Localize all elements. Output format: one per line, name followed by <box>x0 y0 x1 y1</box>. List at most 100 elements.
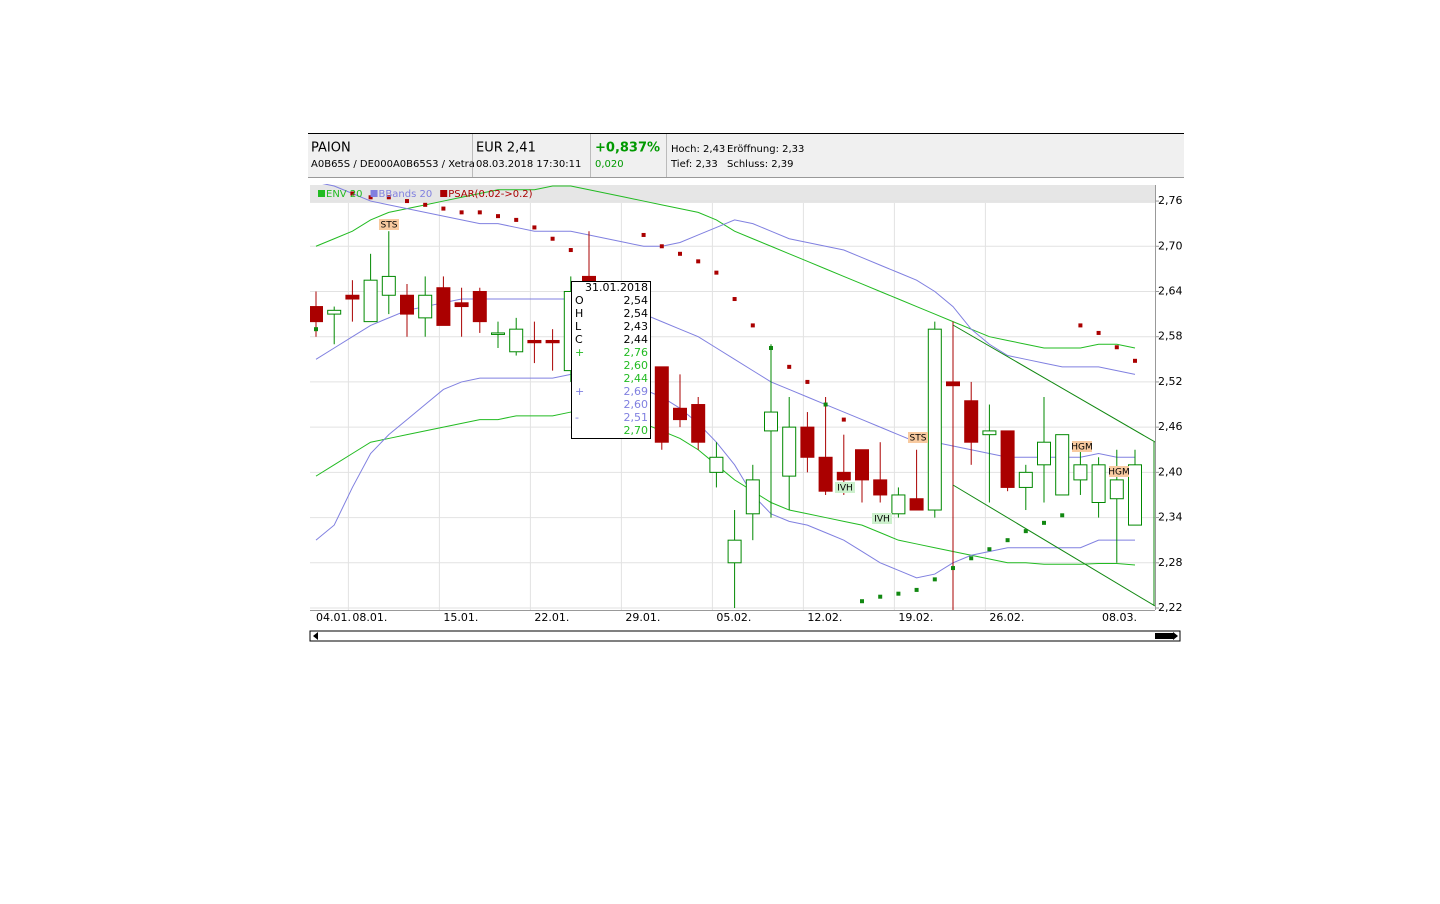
candle-body <box>654 366 669 443</box>
psar-dot <box>841 417 846 422</box>
candle-body <box>727 539 742 564</box>
psar-dot <box>805 379 810 384</box>
psar-dot <box>1060 513 1065 518</box>
tooltip-value: 2,76 <box>624 346 649 359</box>
x-tick-label: 22.01. <box>534 611 569 624</box>
stat: Schluss: 2,39 <box>727 159 794 170</box>
candle-body <box>782 426 797 477</box>
psar-dot <box>987 547 992 552</box>
psar-dot <box>860 599 864 604</box>
change-pct: +0,837% <box>595 141 660 156</box>
tooltip-value: 2,60 <box>624 398 649 411</box>
indicator-line <box>315 373 1135 579</box>
candle-body <box>454 302 469 308</box>
tooltip-value: 2,60 <box>624 359 649 372</box>
candle-body <box>436 287 451 326</box>
psar-dot <box>1114 345 1119 350</box>
candle-body <box>1055 434 1070 496</box>
scroll-left[interactable] <box>313 632 318 640</box>
candle-body <box>800 426 815 458</box>
tooltip-value: 2,51 <box>624 411 649 424</box>
legend-label: BBands 20 <box>379 189 433 200</box>
tooltip-value: 2,70 <box>624 424 649 437</box>
candle-body <box>545 339 560 344</box>
candle-body <box>818 456 833 492</box>
candle-body <box>418 294 433 319</box>
indicator-line <box>322 184 1136 375</box>
candle-body <box>1037 441 1051 466</box>
datetime: 08.03.2018 17:30:11 <box>476 159 581 170</box>
legend-swatch <box>318 190 325 197</box>
psar-dot <box>1078 323 1083 328</box>
candle-body <box>691 404 706 443</box>
psar-dot <box>477 210 482 215</box>
scrollbar[interactable] <box>309 630 1181 642</box>
candle-body <box>1128 464 1142 526</box>
psar-dot <box>932 577 937 582</box>
trendline <box>952 324 1155 443</box>
candle-body <box>1073 464 1088 481</box>
price: EUR 2,41 <box>476 141 536 156</box>
psar-dot <box>368 195 373 200</box>
annotation-bg <box>379 219 399 230</box>
candle-body <box>1018 471 1033 488</box>
candle-body <box>946 381 960 387</box>
tooltip-label: O <box>575 294 584 307</box>
y-tick-label: 2,34 <box>1158 511 1183 524</box>
psar-dot <box>896 591 901 596</box>
annotation-bg <box>872 513 892 524</box>
tooltip-value: 2,54 <box>624 294 649 307</box>
y-tick-label: 2,76 <box>1158 194 1183 207</box>
tooltip-value: 2,69 <box>624 385 649 398</box>
psar-dot <box>459 210 464 215</box>
psar-dot <box>550 236 555 241</box>
y-tick-label: 2,28 <box>1158 556 1183 569</box>
candle-body <box>709 456 724 473</box>
psar-dot <box>532 225 537 230</box>
psar-dot <box>514 217 519 222</box>
candle-body <box>764 411 778 432</box>
psar-dot <box>641 232 646 237</box>
stock-ids: A0B65S / DE000A0B65S3 / Xetra <box>311 159 475 170</box>
scroll-right[interactable] <box>1173 632 1178 640</box>
candle-body <box>909 498 924 511</box>
psar-dot <box>914 587 919 592</box>
y-tick-label: 2,46 <box>1158 420 1183 433</box>
psar-dot <box>769 346 773 351</box>
candle-body <box>472 290 487 323</box>
stat: Eröffnung: 2,33 <box>727 144 804 155</box>
psar-dot <box>659 244 664 249</box>
psar-dot <box>1042 520 1046 525</box>
psar-dot <box>878 594 883 599</box>
candle-body <box>363 279 378 323</box>
tooltip-label: + <box>575 385 584 398</box>
annotation: STS <box>910 434 927 444</box>
x-tick-label: 15.01. <box>443 611 478 624</box>
legend-label: PSAR(0.02->0.2) <box>448 189 532 200</box>
y-tick-label: 2,58 <box>1158 330 1183 343</box>
y-tick-label: 2,52 <box>1158 375 1183 388</box>
tooltip-label: H <box>575 307 583 320</box>
annotation: STS <box>381 221 398 231</box>
y-tick-label: 2,22 <box>1158 601 1183 614</box>
candle-body <box>873 479 888 496</box>
psar-dot <box>678 251 682 256</box>
candle-body <box>1109 479 1124 500</box>
candle-body <box>527 339 542 344</box>
psar-dot <box>1133 358 1137 363</box>
candle-body <box>982 430 997 436</box>
psar-dot <box>732 297 737 302</box>
y-tick-label: 2,64 <box>1158 284 1183 297</box>
psar-dot <box>405 199 409 204</box>
psar-dot <box>696 259 701 264</box>
tooltip-label: + <box>575 346 584 359</box>
y-tick-label: 2,70 <box>1158 239 1183 252</box>
tooltip-label: C <box>575 333 583 346</box>
scroll-thumb[interactable] <box>1155 633 1173 639</box>
x-tick-label: 26.02. <box>989 611 1024 624</box>
annotation: HGM <box>1108 468 1130 478</box>
psar-dot <box>314 327 318 332</box>
tooltip-label: - <box>575 411 579 424</box>
